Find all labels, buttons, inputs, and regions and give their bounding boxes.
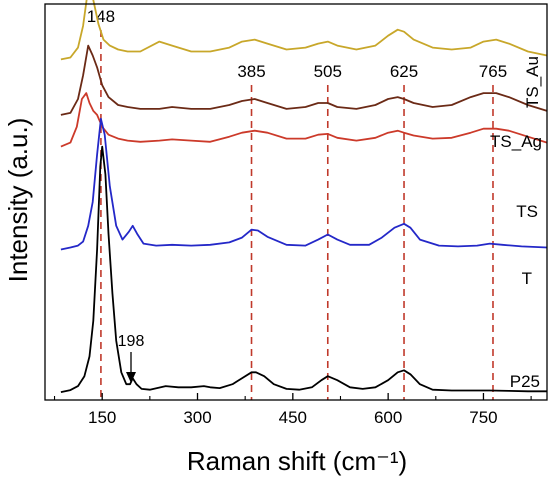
series-label-t: T [522, 269, 532, 288]
reference-label-148: 148 [87, 7, 115, 26]
series-line-t [60, 117, 548, 251]
series-label-ts-au: TS_Au [523, 56, 542, 108]
y-axis-label: Intensity (a.u.) [3, 118, 33, 283]
reference-lines: 148 385 505 625 765 [87, 7, 507, 400]
reference-label-505: 505 [314, 62, 342, 81]
x-axis-ticks: 150 300 450 600 750 [53, 393, 532, 427]
x-tick-label-300: 300 [183, 408, 211, 427]
series-line-ts-au [60, 0, 548, 61]
series-label-ts-ag: TS_Ag [490, 132, 542, 151]
series-curves [60, 0, 548, 393]
x-tick-label-450: 450 [279, 408, 307, 427]
x-tick-label-750: 750 [469, 408, 497, 427]
series-labels: TS_Au TS_Ag TS T P25 [490, 56, 542, 391]
x-axis-label: Raman shift (cm⁻¹) [187, 446, 407, 476]
annotation-198-arrowhead [126, 372, 136, 383]
reference-label-625: 625 [390, 62, 418, 81]
series-line-ts-ag [60, 44, 548, 116]
series-line-p25 [60, 145, 547, 393]
series-label-ts: TS [516, 202, 538, 221]
x-tick-label-600: 600 [374, 408, 402, 427]
series-label-p25: P25 [510, 372, 540, 391]
series-line-ts [60, 92, 548, 148]
annotation-198: 198 [118, 333, 145, 383]
plot-frame [44, 3, 548, 401]
reference-label-765: 765 [479, 62, 507, 81]
x-tick-label-150: 150 [88, 408, 116, 427]
reference-label-385: 385 [237, 62, 265, 81]
annotation-198-label: 198 [118, 333, 145, 350]
